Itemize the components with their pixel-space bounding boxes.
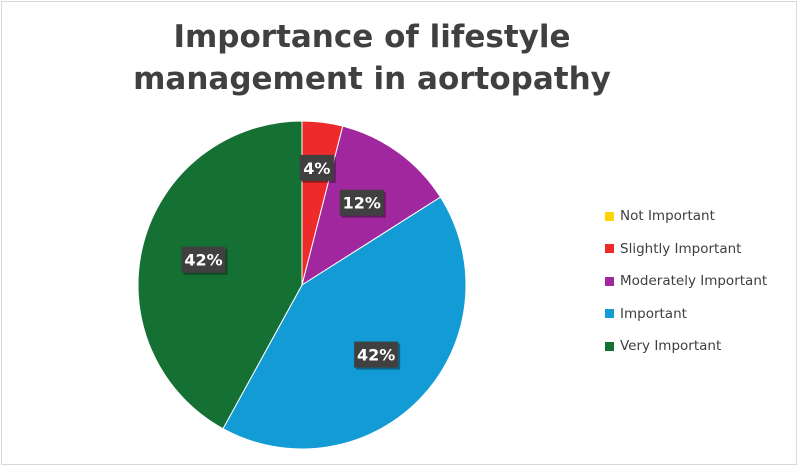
data-label-important: 42% — [354, 341, 401, 370]
legend-label: Very Important — [620, 338, 722, 354]
legend-swatch — [605, 276, 614, 286]
data-label-box — [339, 189, 384, 216]
legend-item-very-important: Very Important — [605, 336, 795, 356]
legend-label: Important — [620, 305, 687, 322]
data-label-slightly-important: 4% — [299, 154, 336, 183]
data-label-text: 42% — [357, 346, 395, 365]
pie-slice-important — [222, 196, 467, 450]
legend-label: Not Important — [620, 208, 715, 224]
legend-item-important: Important — [605, 304, 795, 324]
data-label-text: 42% — [184, 251, 222, 270]
chart-title: Importance of lifestyle management in ao… — [133, 19, 611, 97]
data-label-moderately-important: 12% — [339, 189, 386, 218]
chart-legend: Not Important Slightly Important Moderatel… — [605, 206, 795, 369]
data-label-text: 4% — [303, 159, 330, 178]
legend-swatch — [605, 341, 614, 351]
data-label-box — [354, 341, 399, 368]
pie-slice-very-important — [137, 120, 303, 430]
data-label-box — [299, 154, 334, 181]
legend-item-slightly-important: Slightly Important — [605, 239, 795, 259]
pie-data-labels: 4% 12% 42% 42% — [181, 154, 401, 370]
legend-item-not-important: Not Important — [605, 206, 795, 226]
legend-swatch — [605, 309, 614, 318]
legend-swatch — [605, 244, 614, 253]
legend-label: Slightly Important — [620, 240, 742, 257]
data-label-text: 12% — [343, 194, 381, 213]
data-label-box — [181, 246, 226, 273]
data-label-very-important: 42% — [181, 246, 228, 275]
legend-item-moderately-important: Moderately Important — [605, 271, 795, 291]
legend-swatch — [605, 211, 614, 221]
legend-label: Moderately Important — [620, 273, 768, 289]
